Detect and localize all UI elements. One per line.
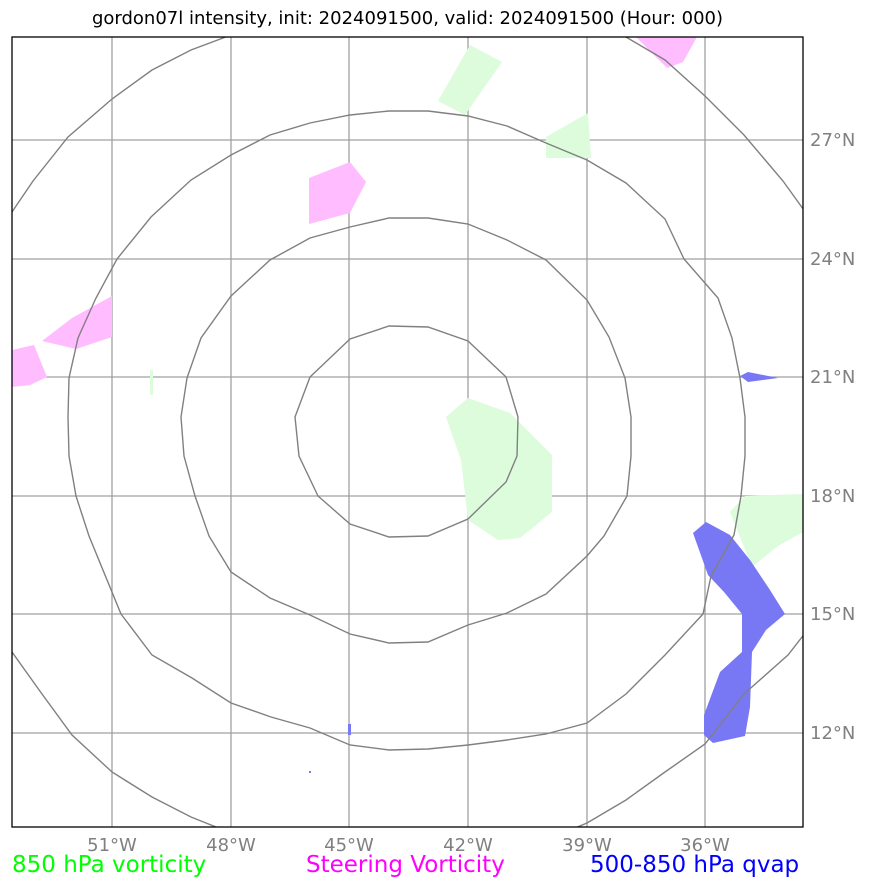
blue-band-east bbox=[693, 522, 785, 743]
lat-tick-label-27n: 27°N bbox=[810, 130, 855, 151]
map-frame bbox=[11, 36, 804, 828]
range-ring-4 bbox=[12, 37, 803, 827]
lat-tick-label-12n: 12°N bbox=[810, 723, 855, 744]
blue-sliver-21n bbox=[740, 372, 778, 382]
green-patch-east bbox=[730, 494, 803, 567]
qvap-fields bbox=[309, 372, 785, 773]
legend-qvap: 500-850 hPa qvap bbox=[590, 852, 800, 878]
blue-dot-11n bbox=[309, 771, 311, 773]
range-ring-1 bbox=[294, 325, 519, 538]
graticule bbox=[12, 37, 803, 827]
legend-850-hpa-vorticity: 850 hPa vorticity bbox=[12, 852, 207, 878]
lat-tick-label-18n: 18°N bbox=[810, 486, 855, 507]
legend-steering-vorticity: Steering Vorticity bbox=[306, 852, 505, 878]
lat-tick-labels: 12°N 15°N 18°N 21°N 24°N 27°N bbox=[810, 130, 855, 744]
blue-speck-12n bbox=[348, 724, 351, 735]
steering-vorticity-fields bbox=[12, 37, 697, 387]
map-layers bbox=[12, 37, 803, 827]
magenta-patch-north bbox=[309, 162, 366, 224]
lat-tick-label-15n: 15°N bbox=[810, 604, 855, 625]
magenta-patch-west-upper bbox=[42, 296, 112, 349]
range-rings bbox=[12, 37, 803, 827]
lon-tick-label-48w: 48°W bbox=[206, 835, 256, 856]
green-patch-north bbox=[438, 45, 502, 115]
vorticity-850-fields bbox=[150, 45, 803, 567]
lon-tick-label-42w: 42°W bbox=[443, 835, 493, 856]
green-speck-west bbox=[150, 370, 153, 395]
range-ring-3 bbox=[67, 110, 746, 751]
green-patch-center bbox=[446, 398, 552, 540]
lon-tick-label-39w: 39°W bbox=[562, 835, 612, 856]
magenta-patch-top-right bbox=[636, 37, 697, 68]
green-patch-northeast bbox=[546, 113, 591, 158]
lon-tick-label-36w: 36°W bbox=[680, 835, 730, 856]
lat-tick-label-24n: 24°N bbox=[810, 249, 855, 270]
lon-tick-label-51w: 51°W bbox=[87, 835, 137, 856]
map-title: gordon07l intensity, init: 2024091500, v… bbox=[91, 8, 724, 29]
magenta-patch-west-lower bbox=[12, 345, 47, 387]
range-ring-2 bbox=[180, 217, 632, 644]
lon-tick-labels: 51°W 48°W 45°W 42°W 39°W 36°W bbox=[87, 835, 730, 856]
lon-tick-label-45w: 45°W bbox=[324, 835, 374, 856]
lat-tick-label-21n: 21°N bbox=[810, 367, 855, 388]
